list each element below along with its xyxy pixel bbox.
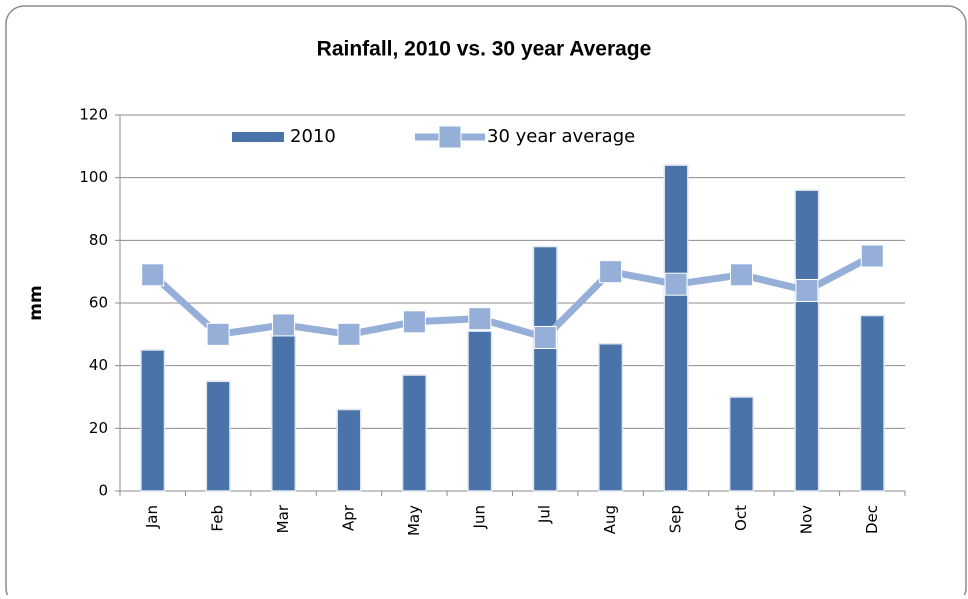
- y-axis-label: mm: [26, 285, 46, 320]
- x-tick-label: Nov: [797, 505, 815, 534]
- marker: [795, 278, 819, 302]
- x-tick-label: Sep: [667, 505, 685, 533]
- marker: [664, 272, 688, 296]
- x-tick-label: Feb: [209, 505, 227, 532]
- x-tick-label: Dec: [863, 505, 881, 534]
- legend-label: 2010: [290, 126, 336, 147]
- bar: [859, 314, 885, 492]
- x-tick-label: Aug: [601, 505, 619, 534]
- bar: [728, 396, 754, 492]
- marker: [272, 313, 296, 337]
- marker: [206, 322, 230, 346]
- marker: [599, 260, 623, 284]
- y-tick-label: 80: [89, 231, 108, 249]
- y-tick-label: 40: [89, 356, 108, 374]
- marker: [729, 263, 753, 287]
- y-tick-label: 20: [89, 419, 108, 437]
- legend-swatch: [438, 125, 462, 149]
- bar: [467, 330, 493, 492]
- bar: [205, 380, 231, 492]
- x-tick-label: Jul: [536, 505, 554, 524]
- marker: [533, 325, 557, 349]
- bar: [271, 333, 297, 492]
- marker: [141, 263, 165, 287]
- x-tick-label: Jan: [143, 505, 161, 529]
- x-tick-label: Oct: [732, 505, 750, 531]
- bar: [140, 349, 166, 492]
- marker: [402, 310, 426, 334]
- bar: [401, 374, 427, 492]
- chart-title: Rainfall, 2010 vs. 30 year Average: [317, 38, 652, 61]
- y-tick-label: 60: [89, 294, 108, 312]
- legend-label: 30 year average: [487, 126, 635, 147]
- bar: [336, 408, 362, 492]
- legend-swatch: [232, 132, 284, 142]
- marker: [337, 322, 361, 346]
- x-tick-label: Mar: [274, 504, 292, 533]
- bar: [532, 245, 558, 492]
- y-tick-label: 100: [79, 168, 108, 186]
- bar: [794, 189, 820, 492]
- y-tick-label: 0: [98, 482, 108, 500]
- marker: [468, 307, 492, 331]
- bar: [663, 164, 689, 492]
- bar: [598, 342, 624, 492]
- x-tick-label: Apr: [339, 504, 357, 531]
- y-tick-label: 120: [79, 106, 108, 124]
- x-tick-label: May: [405, 505, 423, 536]
- x-tick-label: Jun: [470, 505, 488, 529]
- marker: [860, 244, 884, 268]
